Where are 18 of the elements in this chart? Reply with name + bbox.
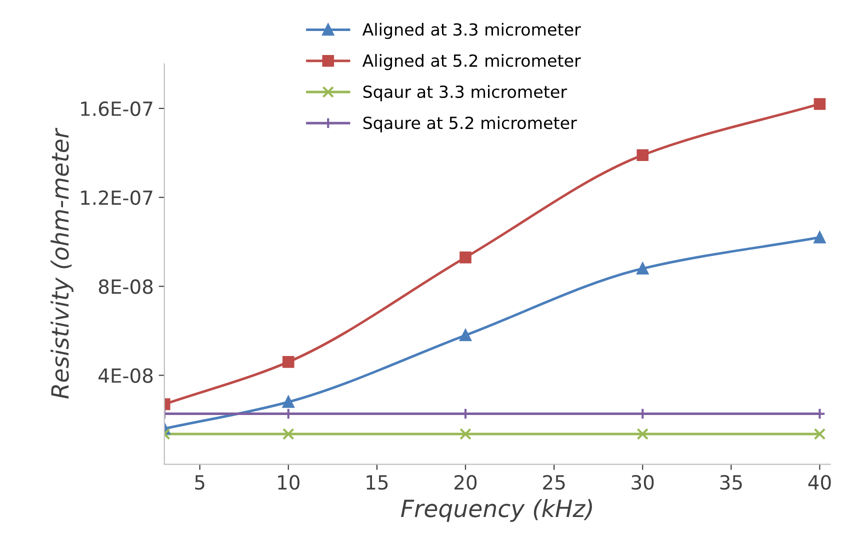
- x-tick-label: 25: [543, 475, 565, 490]
- legend-label: Aligned at 5.2 micrometer: [362, 54, 581, 70]
- x-tick-label: 30: [632, 475, 654, 490]
- legend-label: Aligned at 3.3 micrometer: [362, 22, 581, 40]
- y-tick-label: 8E-08: [98, 279, 153, 294]
- legend-label: Sqaure at 5.2 micrometer: [363, 116, 577, 132]
- x-tick-label: 10: [278, 475, 300, 490]
- x-tick-label: 5: [195, 475, 204, 490]
- x-tick-label: 35: [720, 475, 742, 490]
- y-tick-label: 1.2E-07: [81, 190, 152, 206]
- x-tick-label: 40: [808, 475, 831, 490]
- x-axis-title: Frequency (kHz): [401, 499, 592, 522]
- x-tick-label: 20: [454, 475, 477, 490]
- x-tick-label: 15: [366, 475, 388, 490]
- y-tick-label: 4E-08: [98, 368, 153, 383]
- y-axis-title: Resistivity (ohm-meter: [50, 128, 74, 399]
- legend-label: Sqaur at 3.3 micrometer: [363, 85, 568, 102]
- y-tick-label: 1.6E-07: [81, 101, 152, 116]
